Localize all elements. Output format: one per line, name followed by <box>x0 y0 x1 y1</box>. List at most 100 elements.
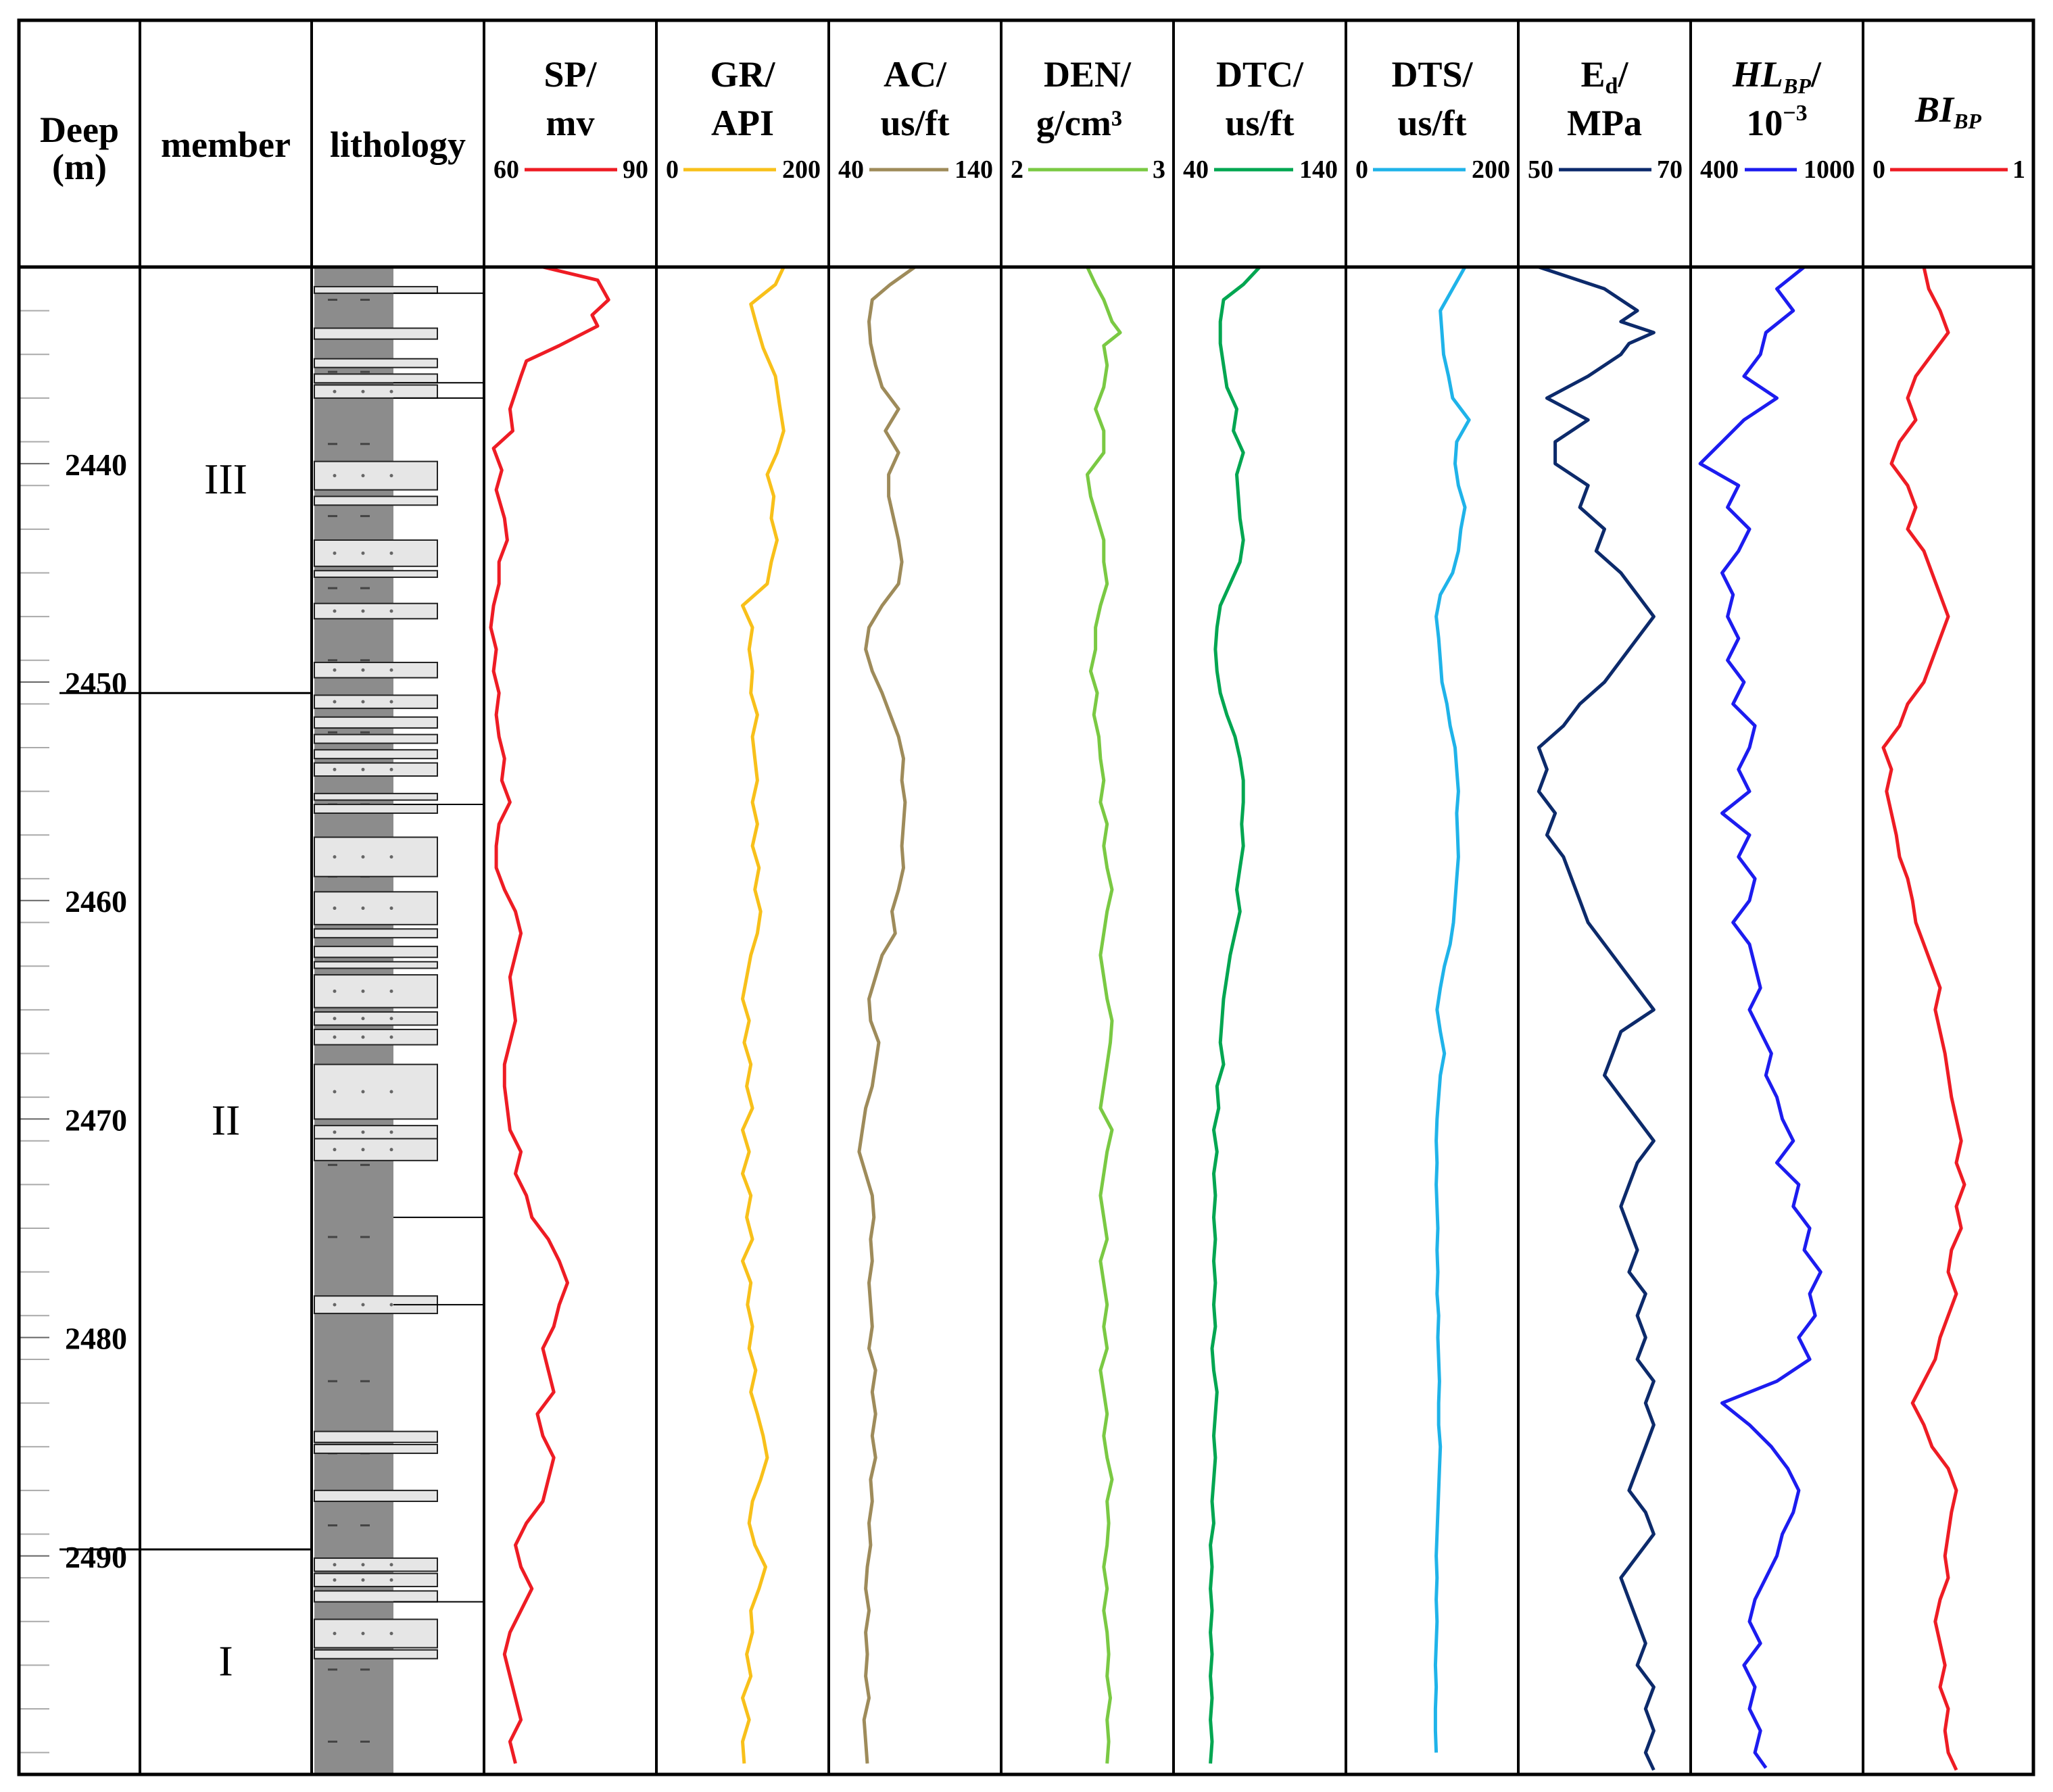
sand-dot <box>361 1303 365 1307</box>
sand-dot <box>333 1130 337 1134</box>
scale-min-dtc: 40 <box>1183 155 1209 184</box>
track-gr: GR/API 0 200 <box>666 54 821 1764</box>
member-label: II <box>212 1096 241 1144</box>
sand-dot <box>333 906 337 911</box>
sandstone-bed <box>314 792 438 801</box>
sandstone-bed <box>314 661 438 679</box>
sand-dot <box>361 1632 365 1636</box>
sandstone-bed <box>314 974 438 1009</box>
sand-dot <box>333 1563 337 1567</box>
sandstone-bed <box>314 1572 438 1588</box>
sand-dot <box>361 906 365 911</box>
sandstone-bed <box>314 286 438 294</box>
sandstone-bed <box>314 836 438 877</box>
sand-dot <box>389 1035 393 1039</box>
sandstone-bed <box>314 733 438 744</box>
sandstone-bed <box>314 928 438 939</box>
sandstone-bed <box>314 539 438 567</box>
track-title-ac: AC/ <box>884 54 947 95</box>
sand-dot <box>361 1017 365 1021</box>
sand-dot <box>333 855 337 859</box>
sandstone-bed <box>314 1489 438 1503</box>
sand-dot <box>333 1090 337 1094</box>
sandstone-bed <box>314 1590 438 1603</box>
track-unit-dts: us/ft <box>1397 103 1466 143</box>
sand-dot <box>333 700 337 704</box>
sandstone-bed <box>314 749 438 760</box>
sandstone-bed <box>314 358 438 368</box>
scale-max-hlbp: 1000 <box>1804 155 1855 184</box>
depth-tick-label: 2480 <box>65 1322 127 1356</box>
scale-min-sp: 60 <box>493 155 519 184</box>
scale-max-ac: 140 <box>955 155 993 184</box>
sand-dot <box>333 1578 337 1582</box>
sand-dot <box>389 1148 393 1152</box>
track-unit-sp: mv <box>546 103 595 143</box>
sandstone-bed <box>314 373 438 384</box>
sandstone-bed <box>314 762 438 777</box>
scale-min-bibp: 0 <box>1873 155 1885 184</box>
scale-min-ac: 40 <box>838 155 864 184</box>
track-unit-gr: API <box>711 103 774 143</box>
sand-dot <box>389 474 393 478</box>
depth-tick-label: 2440 <box>65 447 127 482</box>
curve-dtc <box>1209 266 1261 1764</box>
sand-dot <box>361 989 365 993</box>
sand-dot <box>389 551 393 555</box>
track-title-bibp: BIBP <box>1914 89 1981 133</box>
curve-ed <box>1537 265 1656 1771</box>
track-dts: DTS/us/ft 0 200 <box>1355 54 1510 1753</box>
member-header: member <box>161 124 291 165</box>
sand-dot <box>333 1303 337 1307</box>
sandstone-bed <box>314 694 438 709</box>
sand-dot <box>361 767 365 771</box>
sand-dot <box>333 1632 337 1636</box>
sandstone-bed <box>314 1028 438 1046</box>
member-label: I <box>218 1637 233 1685</box>
track-den: DEN/g/cm³ 2 3 <box>1011 54 1165 1764</box>
sand-dot <box>389 1303 393 1307</box>
sand-dot <box>333 989 337 993</box>
sand-dot <box>389 389 393 393</box>
track-ed: Ed/MPa 50 70 <box>1528 54 1683 1771</box>
scale-min-hlbp: 400 <box>1700 155 1739 184</box>
sandstone-bed <box>314 1063 438 1120</box>
sandstone-bed <box>314 570 438 578</box>
scale-max-gr: 200 <box>782 155 821 184</box>
curve-den <box>1086 266 1122 1764</box>
track-title-dts: DTS/ <box>1391 54 1473 95</box>
sandstone-bed <box>314 1649 438 1660</box>
curve-hlbp <box>1698 266 1822 1769</box>
sand-dot <box>333 389 337 393</box>
scale-max-den: 3 <box>1153 155 1165 184</box>
sand-dot <box>361 1090 365 1094</box>
sandstone-bed <box>314 1138 438 1161</box>
depth-tick-label: 2470 <box>65 1103 127 1137</box>
sand-dot <box>389 1017 393 1021</box>
track-title-den: DEN/ <box>1044 54 1132 95</box>
sandstone-bed <box>314 1011 438 1026</box>
sand-dot <box>389 855 393 859</box>
scale-max-sp: 90 <box>623 155 648 184</box>
curve-gr <box>741 266 786 1764</box>
sandstone-bed <box>314 1125 438 1140</box>
track-bibp: BIBP 0 1 <box>1873 89 2025 1771</box>
track-unit-ac: us/ft <box>880 103 949 143</box>
sand-dot <box>389 1578 393 1582</box>
lithology-header: lithology <box>330 124 466 165</box>
depth-tick-label: 2460 <box>65 884 127 919</box>
scale-min-ed: 50 <box>1528 155 1553 184</box>
sandstone-bed <box>314 961 438 969</box>
sand-dot <box>333 767 337 771</box>
scale-min-dts: 0 <box>1355 155 1368 184</box>
sand-dot <box>333 609 337 613</box>
track-title-gr: GR/ <box>710 54 775 95</box>
scale-max-dtc: 140 <box>1299 155 1338 184</box>
sand-dot <box>389 609 393 613</box>
sand-dot <box>361 700 365 704</box>
sand-dot <box>389 700 393 704</box>
track-title-hlbp: HLBP/ <box>1732 54 1822 98</box>
sandstone-bed <box>314 891 438 925</box>
sand-dot <box>333 551 337 555</box>
sand-dot <box>361 551 365 555</box>
